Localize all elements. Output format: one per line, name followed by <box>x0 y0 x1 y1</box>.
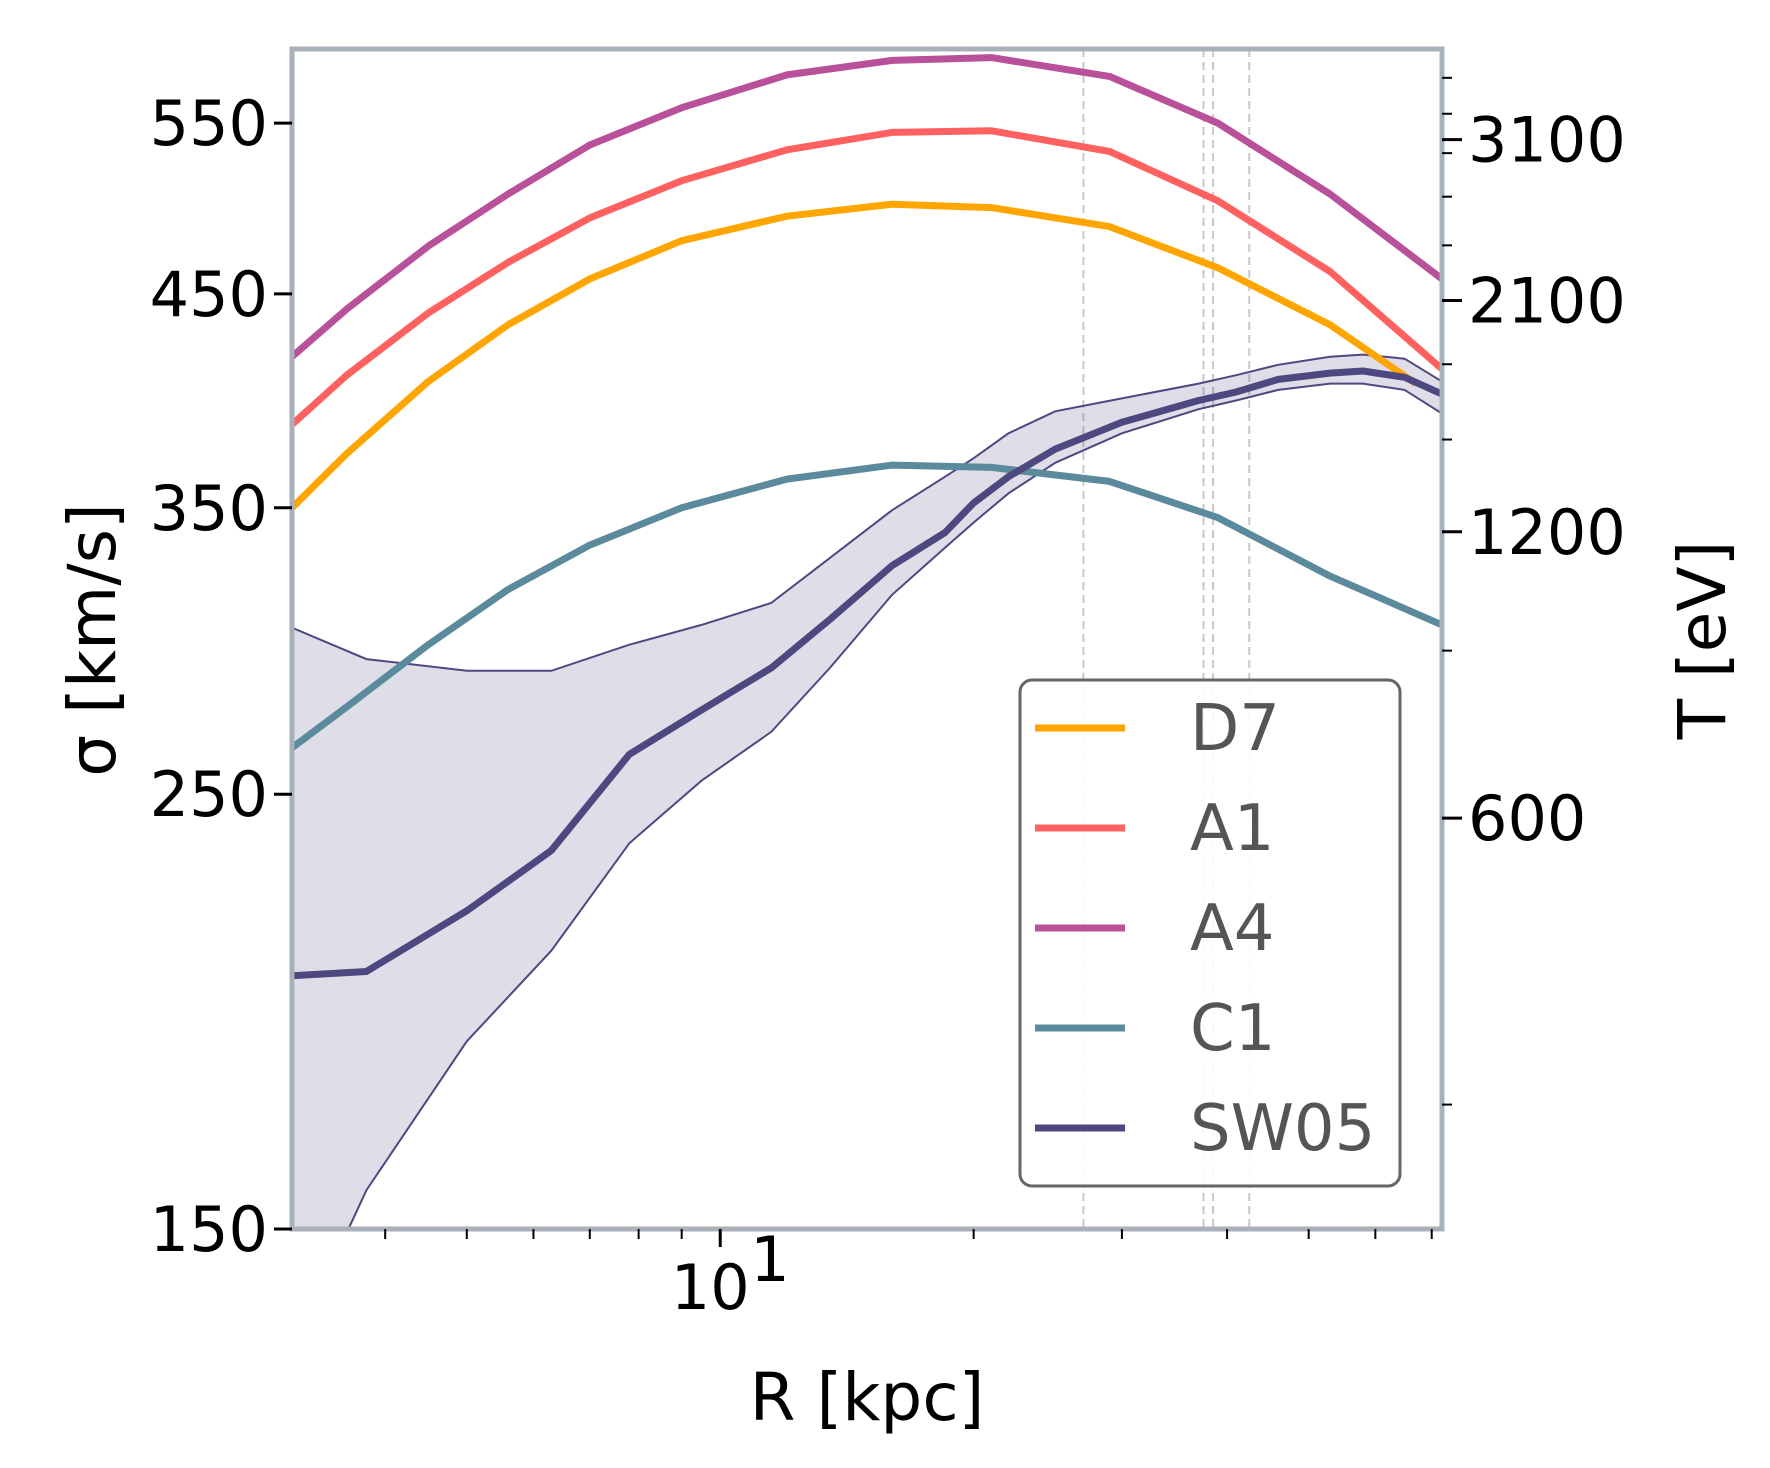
series-line-a1 <box>292 127 1442 428</box>
y-tick-label: 550 <box>150 87 268 160</box>
y2-tick-label: 2100 <box>1468 265 1626 338</box>
x-axis: 10 1 <box>384 1223 1433 1324</box>
y-tick-label: 350 <box>150 472 268 545</box>
band-upper-sw05 <box>292 353 1442 672</box>
band-lower-sw05 <box>347 382 1442 1229</box>
series-line-c1 <box>292 461 1442 751</box>
y-axis-left: 150 250 350 450 550 <box>150 87 292 1266</box>
x-axis-label: R [kpc] <box>750 1359 985 1436</box>
plot-frame <box>289 46 1445 1232</box>
y-tick-label: 450 <box>150 258 268 331</box>
legend-box <box>1018 678 1402 1188</box>
legend-label-c1: C1 <box>1190 992 1275 1066</box>
x-tick-exponent: 1 <box>750 1223 789 1296</box>
y2-tick-label: 1200 <box>1468 496 1626 569</box>
legend-label-a1: A1 <box>1190 792 1275 866</box>
series-lines <box>292 54 1442 980</box>
reference-lines <box>1082 49 1251 1229</box>
series-line-d7 <box>292 200 1418 511</box>
y-tick-label: 250 <box>150 758 268 831</box>
confidence-bands <box>292 353 1442 1229</box>
y-axis-right: 600 1200 2100 3100 <box>1442 76 1626 1106</box>
legend-label-sw05: SW05 <box>1190 1092 1375 1166</box>
y-axis-label: σ [km/s] <box>54 503 131 776</box>
y-tick-label: 150 <box>150 1193 268 1266</box>
y2-axis-label: T [eV] <box>1664 541 1741 741</box>
legend-label-a4: A4 <box>1190 892 1275 966</box>
series-line-sw05 <box>292 367 1442 980</box>
legend-label-d7: D7 <box>1190 692 1280 766</box>
y2-tick-label: 3100 <box>1468 104 1626 177</box>
y2-tick-label: 600 <box>1468 782 1586 855</box>
series-line-a4 <box>292 54 1442 360</box>
x-tick-label: 10 <box>671 1251 750 1324</box>
legend: D7 A1 A4 C1 SW05 <box>1018 678 1402 1188</box>
